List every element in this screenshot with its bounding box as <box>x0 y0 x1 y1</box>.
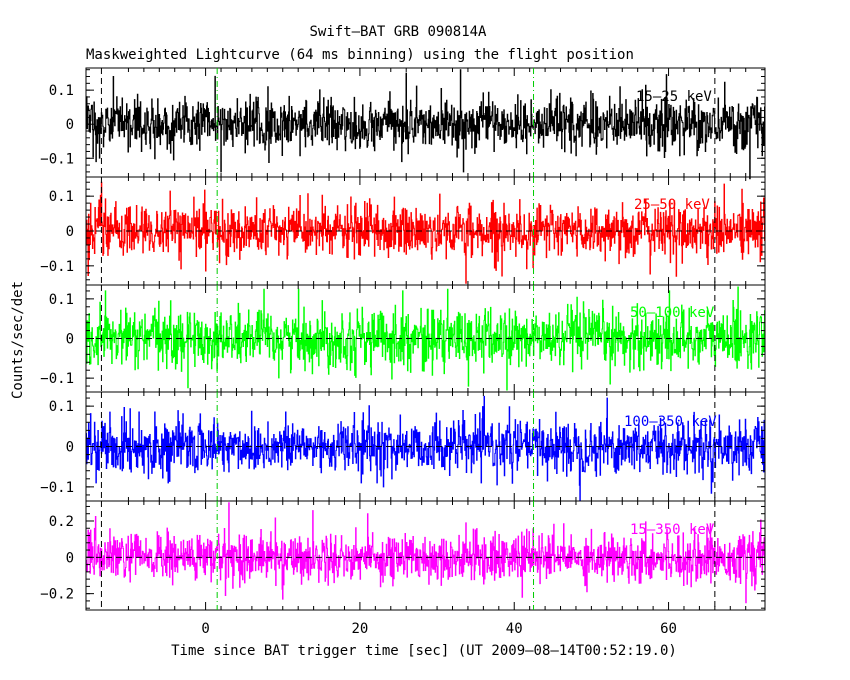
ytick-label-5-0: −0.2 <box>40 587 74 603</box>
ytick-label-1-1: 0 <box>66 117 74 133</box>
x-tick-labels: 0 20 40 60 <box>201 621 677 637</box>
x-axis-label: Time since BAT trigger time [sec] (UT 20… <box>171 643 677 659</box>
ytick-label-5-1: 0 <box>66 550 74 566</box>
xtick-label-2: 40 <box>506 621 523 637</box>
panel-3: −0.1 0 0.1 50–100 keV <box>40 284 766 393</box>
series-5-curve <box>85 502 766 604</box>
ytick-label-3-1: 0 <box>66 332 74 348</box>
ytick-label-2-1: 0 <box>66 224 74 240</box>
series-1-curve <box>85 69 766 180</box>
panel-5: −0.2 0 0.2 15–350 keV <box>40 500 766 611</box>
ytick-label-4-2: 0.1 <box>49 399 74 415</box>
band-label-1: 15–25 keV <box>636 89 712 105</box>
panel-2: −0.1 0 0.1 25–50 keV <box>40 176 766 286</box>
band-label-5: 15–350 keV <box>630 522 715 538</box>
panel-4: −0.1 0 0.1 100–350 keV <box>40 391 766 502</box>
xtick-label-1: 20 <box>351 621 368 637</box>
chart-title: Swift–BAT GRB 090814A <box>309 24 487 40</box>
chart-subtitle: Maskweighted Lightcurve (64 ms binning) … <box>86 47 634 63</box>
panel-1: −0.1 0 0.1 15–25 keV <box>40 67 766 180</box>
panels-group: −0.1 0 0.1 15–25 keV −0.1 0 0.1 25–50 keV −0.1 0 0… <box>40 67 766 611</box>
band-label-3: 50–100 keV <box>630 305 715 321</box>
xtick-label-0: 0 <box>201 621 209 637</box>
ytick-label-1-2: 0.1 <box>49 83 74 99</box>
ytick-label-5-2: 0.2 <box>49 514 74 530</box>
ytick-label-3-2: 0.1 <box>49 292 74 308</box>
series-2-curve <box>85 181 766 284</box>
ytick-label-2-2: 0.1 <box>49 189 74 205</box>
ytick-label-2-0: −0.1 <box>40 259 74 275</box>
band-label-4: 100–350 keV <box>624 414 717 430</box>
band-label-2: 25–50 keV <box>634 197 710 213</box>
y-axis-label: Counts/sec/det <box>10 281 26 399</box>
series-3-curve <box>85 286 766 391</box>
panel-frame-5 <box>85 500 766 611</box>
ytick-label-4-0: −0.1 <box>40 480 74 496</box>
ytick-label-4-1: 0 <box>66 440 74 456</box>
series-4-curve <box>85 395 766 502</box>
xtick-label-3: 60 <box>660 621 677 637</box>
ytick-label-3-0: −0.1 <box>40 371 74 387</box>
ytick-label-1-0: −0.1 <box>40 151 74 167</box>
